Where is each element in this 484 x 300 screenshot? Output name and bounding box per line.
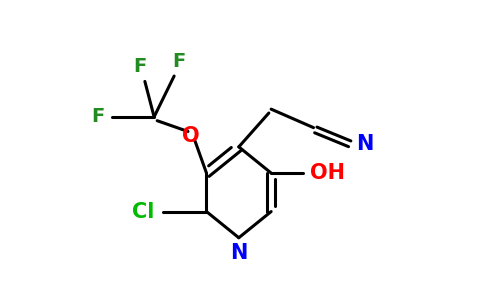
Text: N: N [230, 243, 247, 263]
Text: O: O [182, 126, 200, 146]
Text: F: F [134, 57, 147, 76]
Text: Cl: Cl [132, 202, 154, 222]
Text: F: F [172, 52, 185, 70]
Text: N: N [356, 134, 373, 154]
Text: F: F [91, 107, 104, 126]
Text: OH: OH [310, 163, 345, 183]
